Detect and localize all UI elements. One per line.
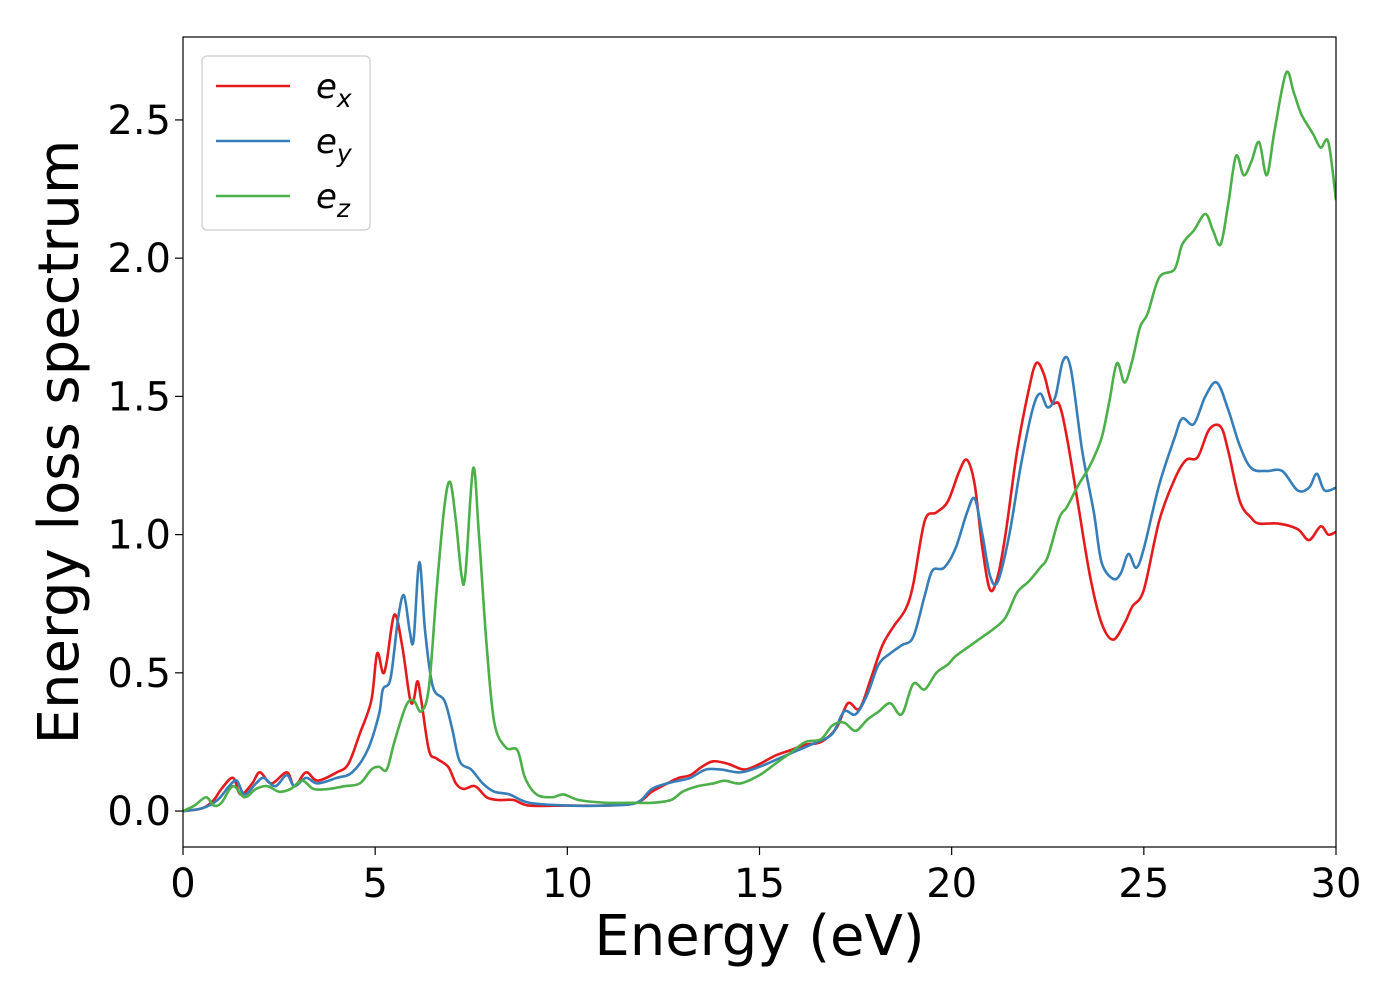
series-layer	[183, 70, 1336, 813]
x-tick-label: 20	[926, 861, 977, 907]
y-tick-label: 0.5	[107, 651, 171, 697]
y-tick-label: 1.0	[107, 513, 171, 559]
x-tick-label: 5	[362, 861, 387, 907]
y-axis-title: Energy loss spectrum	[27, 140, 92, 745]
legend-label-base: e	[316, 122, 337, 162]
legend-label-y: ey	[316, 122, 353, 168]
legend-label-z: ez	[316, 177, 351, 223]
legend-box	[201, 55, 371, 231]
x-tick-label: 15	[734, 861, 785, 907]
legend-label-base: e	[316, 177, 337, 217]
x-tick-label: 10	[542, 861, 593, 907]
legend-label-subscript: x	[336, 84, 352, 113]
legend-label-subscript: z	[336, 194, 351, 223]
x-tick-label: 0	[170, 861, 195, 907]
y-tick-label: 2.5	[107, 98, 171, 144]
x-tick-label: 25	[1118, 861, 1169, 907]
y-axis: 0.0 0.5 1.0 1.5 2.0 2.5	[107, 98, 183, 835]
x-tick-label: 30	[1311, 861, 1362, 907]
legend-label-subscript: y	[336, 139, 353, 168]
y-tick-label: 0.0	[107, 789, 171, 835]
y-tick-label: 1.5	[107, 374, 171, 420]
series-line-y	[183, 355, 1336, 813]
x-axis-title: Energy (eV)	[594, 904, 924, 969]
series-line-x	[183, 361, 1336, 813]
legend-label-x: ex	[316, 67, 352, 113]
series-line-z	[183, 70, 1336, 813]
y-tick-label: 2.0	[107, 236, 171, 282]
x-axis: 0 5 10 15 20 25 30	[170, 847, 1361, 907]
legend-label-base: e	[316, 67, 337, 107]
